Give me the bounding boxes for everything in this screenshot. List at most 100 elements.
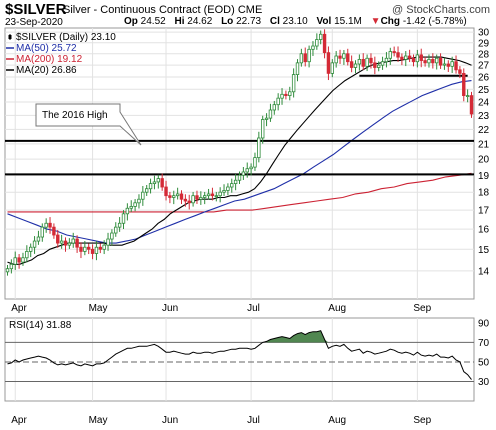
candle — [25, 245, 29, 263]
candle — [133, 199, 137, 212]
candle — [380, 56, 385, 70]
chart-instrument-name: Silver - Continuous Contract (EOD) CME — [63, 4, 262, 16]
candle-body — [353, 63, 358, 68]
candle-body — [365, 57, 369, 67]
instrument-name: Silver - Continuous Contract (EOD) — [63, 4, 235, 16]
annotation-callout: The 2016 High — [35, 103, 142, 146]
candle-body — [380, 61, 385, 66]
candle-body — [160, 178, 164, 188]
candle — [353, 60, 358, 74]
rsi-plot-frame — [4, 317, 475, 402]
legend-candle-icon — [8, 35, 12, 39]
candle-body — [75, 238, 79, 248]
candle-body — [419, 54, 423, 61]
rsi-x-tick-label: Jun — [162, 415, 178, 426]
candle-body — [183, 198, 188, 202]
price-y-tick-label: 16 — [478, 225, 490, 236]
candle — [110, 229, 114, 246]
candle-body — [458, 69, 462, 74]
chart-symbol: $SILVER — [5, 1, 67, 18]
candle — [423, 56, 427, 67]
candle — [404, 51, 408, 67]
price-y-tick-label: 15 — [478, 245, 490, 256]
candle-body — [284, 93, 288, 96]
rsi-y-tick-label: 30 — [478, 377, 490, 388]
candle — [469, 91, 474, 118]
candle-body — [110, 232, 114, 240]
change-value: -1.42 (-5.78%) — [402, 16, 467, 27]
candle — [102, 240, 106, 255]
candle — [442, 57, 447, 70]
candle — [63, 237, 68, 252]
candle-body — [318, 33, 323, 40]
close-value: 23.10 — [282, 16, 308, 27]
candle — [202, 191, 207, 205]
candle — [237, 171, 242, 185]
candle — [307, 45, 311, 68]
candle-body — [326, 52, 331, 74]
price-x-tick-label: Apr — [11, 303, 27, 314]
candle — [291, 68, 296, 98]
candle — [168, 191, 172, 204]
candle — [245, 162, 249, 178]
candle-body — [431, 59, 435, 64]
candle-body — [450, 61, 454, 67]
candle — [79, 242, 83, 259]
candle — [311, 41, 315, 56]
candle — [160, 173, 164, 191]
legend-label: $SILVER (Daily) 23.10 — [16, 32, 116, 43]
candle — [253, 152, 257, 171]
candle — [465, 89, 470, 103]
candle — [48, 217, 52, 234]
candle — [199, 191, 203, 205]
candle-body — [195, 195, 199, 200]
rsi-overbought-fill — [266, 330, 329, 343]
candle — [17, 254, 21, 269]
candle-body — [253, 157, 257, 168]
candle-body — [28, 246, 33, 252]
candle-body — [156, 178, 160, 183]
candle-body — [465, 95, 470, 97]
candle-body — [349, 61, 354, 68]
candle-body — [210, 193, 215, 197]
rsi-line — [7, 330, 472, 380]
candle — [419, 48, 423, 68]
candle — [462, 68, 466, 102]
candle-body — [291, 74, 296, 93]
candle-body — [5, 268, 10, 273]
candle-body — [25, 251, 29, 259]
candle-body — [237, 174, 242, 181]
candle — [388, 47, 392, 65]
rsi-y-tick-label: 50 — [478, 357, 490, 368]
candle-body — [233, 179, 238, 185]
price-panel: Apr May Jun Jul Aug Sep 14 15 16 17 18 19 20 21 22 23 24… — [4, 27, 490, 314]
candle — [210, 187, 215, 201]
candle-body — [407, 55, 412, 59]
candle-body — [48, 222, 52, 228]
candle — [71, 232, 75, 248]
price-y-tick-label: 23 — [478, 111, 490, 122]
candle — [67, 238, 72, 249]
candle-body — [148, 183, 153, 190]
candle-body — [257, 137, 261, 159]
rsi-x-tick-label: Apr — [11, 415, 27, 426]
candle-body — [454, 61, 458, 71]
candle-body — [303, 53, 307, 63]
candle-body — [102, 244, 106, 250]
candle-body — [342, 53, 346, 59]
candle-body — [411, 57, 416, 63]
candle-body — [164, 186, 168, 197]
price-x-tick-label: May — [89, 303, 108, 314]
candle-body — [44, 222, 48, 228]
candle — [249, 163, 253, 176]
candle-body — [17, 257, 21, 263]
candle-body — [202, 195, 207, 198]
low-label: Lo — [221, 16, 234, 27]
candle-body — [427, 59, 431, 64]
candle — [222, 184, 226, 196]
change-down-icon: ▼ — [370, 16, 381, 27]
candle — [179, 190, 184, 204]
high-value: 24.62 — [187, 16, 213, 27]
candle — [28, 243, 33, 258]
